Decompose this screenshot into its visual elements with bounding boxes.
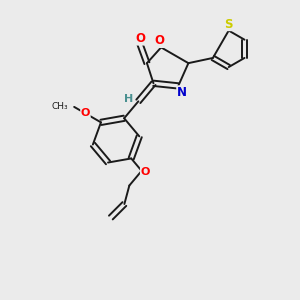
- Text: O: O: [154, 34, 165, 47]
- Text: N: N: [177, 86, 187, 99]
- Text: S: S: [224, 18, 233, 31]
- Text: CH₃: CH₃: [51, 102, 68, 111]
- Text: O: O: [140, 167, 150, 177]
- Text: O: O: [135, 32, 145, 45]
- Text: O: O: [81, 108, 90, 118]
- Text: H: H: [124, 94, 134, 104]
